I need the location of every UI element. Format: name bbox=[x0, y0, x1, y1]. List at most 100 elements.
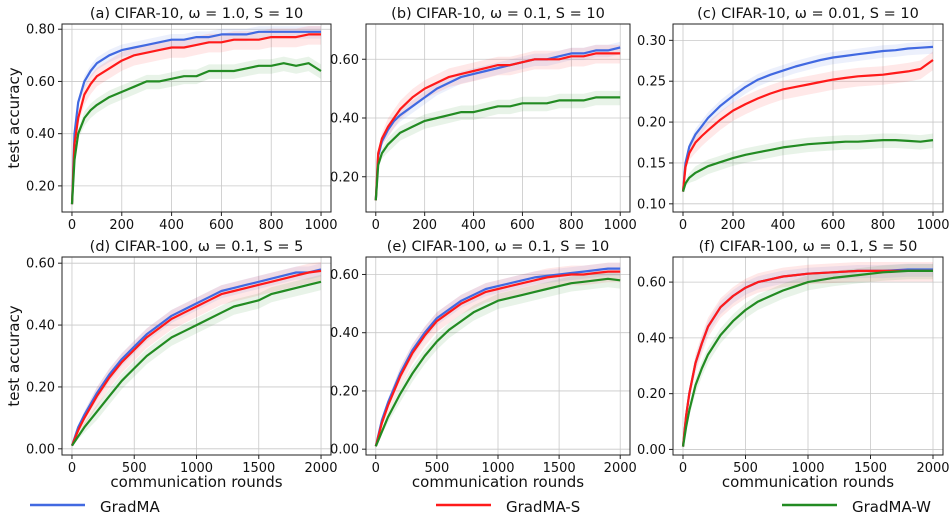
band-gradma-w bbox=[683, 133, 933, 192]
y-tick-label: 0.40 bbox=[26, 127, 55, 142]
x-tick-label: 1000 bbox=[916, 218, 949, 233]
x-tick-label: 0 bbox=[372, 218, 380, 233]
x-tick-label: 600 bbox=[209, 218, 234, 233]
y-axis-label: test accuracy bbox=[5, 67, 23, 168]
x-tick-label: 200 bbox=[721, 218, 746, 233]
series-line-gradma-w bbox=[681, 139, 934, 192]
panel-title: (d) CIFAR-100, ω = 0.1, S = 5 bbox=[90, 239, 304, 255]
series-line-gradma-w bbox=[374, 277, 621, 447]
x-tick-label: 1000 bbox=[604, 218, 637, 233]
x-tick-label: 400 bbox=[159, 218, 184, 233]
panel-title: (a) CIFAR-10, ω = 1.0, S = 10 bbox=[90, 6, 303, 22]
series-line-gradma bbox=[374, 267, 621, 447]
x-tick-label: 1000 bbox=[180, 461, 213, 476]
legend-label-gradma: GradMA bbox=[100, 498, 160, 516]
x-tick-label: 1000 bbox=[791, 461, 824, 476]
x-axis-label: communication rounds bbox=[110, 473, 282, 491]
x-tick-label: 0 bbox=[68, 218, 76, 233]
x-tick-label: 400 bbox=[461, 218, 486, 233]
series-line-gradma-w bbox=[681, 269, 933, 447]
y-tick-label: 0.30 bbox=[637, 34, 666, 49]
panel-0: 0 200 400 600 800 1000 0.20 0.40 0.60 0.80 (a) CIF… bbox=[5, 6, 338, 233]
x-tick-label: 500 bbox=[733, 461, 758, 476]
x-tick-label: 500 bbox=[122, 461, 147, 476]
plot-area bbox=[673, 24, 943, 212]
x-tick-label: 800 bbox=[871, 218, 896, 233]
x-tick-label: 600 bbox=[821, 218, 846, 233]
y-tick-label: 0.60 bbox=[26, 257, 55, 272]
x-tick-label: 1000 bbox=[304, 218, 337, 233]
x-tick-label: 0 bbox=[679, 218, 687, 233]
y-tick-label: 0.20 bbox=[330, 170, 359, 185]
y-tick-label: 0.15 bbox=[637, 156, 666, 171]
x-tick-label: 600 bbox=[510, 218, 535, 233]
series-line-gradma bbox=[374, 46, 621, 201]
legend-label-gradma-s: GradMA-S bbox=[506, 498, 580, 516]
y-tick-label: 0.00 bbox=[330, 443, 359, 458]
panel-5: 0 500 1000 1500 2000 0.00 0.20 0.40 0.60 (f) CIFA… bbox=[637, 239, 950, 491]
x-axis-label: communication rounds bbox=[412, 473, 584, 491]
x-tick-label: 1500 bbox=[854, 461, 887, 476]
x-tick-label: 400 bbox=[771, 218, 796, 233]
x-tick-label: 2000 bbox=[304, 461, 337, 476]
series-line-gradma-s bbox=[70, 269, 322, 447]
band-gradma-w bbox=[72, 274, 321, 446]
band-gradma-w bbox=[375, 271, 621, 447]
y-tick-label: 0.40 bbox=[26, 319, 55, 334]
y-tick-label: 0.80 bbox=[26, 23, 55, 38]
y-tick-label: 0.00 bbox=[26, 442, 55, 457]
x-tick-label: 0 bbox=[68, 461, 76, 476]
series-line-gradma bbox=[70, 268, 322, 447]
y-tick-label: 0.10 bbox=[637, 197, 666, 212]
x-tick-label: 1500 bbox=[242, 461, 275, 476]
y-tick-label: 0.25 bbox=[637, 75, 666, 90]
x-tick-label: 0 bbox=[679, 461, 687, 476]
band-gradma-s bbox=[72, 262, 321, 446]
series-line-gradma bbox=[70, 30, 321, 205]
legend-label-gradma-w: GradMA-W bbox=[852, 498, 931, 516]
y-axis-label: test accuracy bbox=[5, 305, 23, 406]
plot-area bbox=[62, 24, 331, 212]
x-tick-label: 2000 bbox=[604, 461, 637, 476]
x-tick-label: 200 bbox=[109, 218, 134, 233]
y-tick-label: 0.20 bbox=[637, 116, 666, 131]
series-line-gradma-s bbox=[70, 33, 321, 205]
x-tick-label: 1500 bbox=[543, 461, 576, 476]
panel-title: (e) CIFAR-100, ω = 0.1, S = 10 bbox=[387, 239, 610, 255]
series-line-gradma-s bbox=[681, 269, 933, 447]
panel-title: (f) CIFAR-100, ω = 0.1, S = 50 bbox=[699, 239, 918, 255]
plot-frame bbox=[61, 23, 332, 213]
series-line-gradma bbox=[681, 45, 934, 192]
y-tick-label: 0.20 bbox=[330, 384, 359, 399]
band-gradma bbox=[375, 41, 621, 201]
band-gradma-s bbox=[683, 51, 933, 192]
series-line-gradma-w bbox=[374, 96, 621, 201]
series-line-gradma-w bbox=[71, 280, 322, 447]
panels: 0 200 400 600 800 1000 0.20 0.40 0.60 0.80 (a) CIF… bbox=[5, 6, 950, 491]
x-tick-label: 800 bbox=[559, 218, 584, 233]
panel-title: (c) CIFAR-10, ω = 0.01, S = 10 bbox=[697, 6, 919, 22]
y-tick-label: 0.60 bbox=[637, 276, 666, 291]
y-tick-label: 0.20 bbox=[26, 380, 55, 395]
x-tick-label: 0 bbox=[372, 461, 380, 476]
band-gradma bbox=[72, 263, 321, 446]
legend: GradMA GradMA-S GradMA-W bbox=[30, 498, 931, 516]
series-line-gradma-s bbox=[374, 270, 621, 447]
series-line-gradma-s bbox=[374, 52, 621, 201]
y-tick-label: 0.60 bbox=[330, 268, 359, 283]
panel-1: 0 200 400 600 800 1000 0.20 0.40 0.60 (b) CIFAR-1… bbox=[330, 6, 637, 233]
y-tick-label: 0.40 bbox=[330, 326, 359, 341]
x-tick-label: 500 bbox=[424, 461, 449, 476]
x-tick-label: 2000 bbox=[916, 461, 949, 476]
y-tick-label: 0.20 bbox=[637, 387, 666, 402]
y-tick-label: 0.40 bbox=[330, 112, 359, 127]
y-tick-label: 0.60 bbox=[330, 53, 359, 68]
y-tick-label: 0.40 bbox=[637, 331, 666, 346]
y-tick-label: 0.20 bbox=[26, 179, 55, 194]
panel-2: 0 200 400 600 800 1000 0.10 0.15 0.20 0.25 0.30 (c)… bbox=[637, 6, 950, 233]
y-tick-label: 0.60 bbox=[26, 75, 55, 90]
y-tick-label: 0.00 bbox=[637, 443, 666, 458]
band-gradma-s bbox=[683, 262, 933, 447]
panel-title: (b) CIFAR-10, ω = 0.1, S = 10 bbox=[391, 6, 605, 22]
x-tick-label: 200 bbox=[412, 218, 437, 233]
